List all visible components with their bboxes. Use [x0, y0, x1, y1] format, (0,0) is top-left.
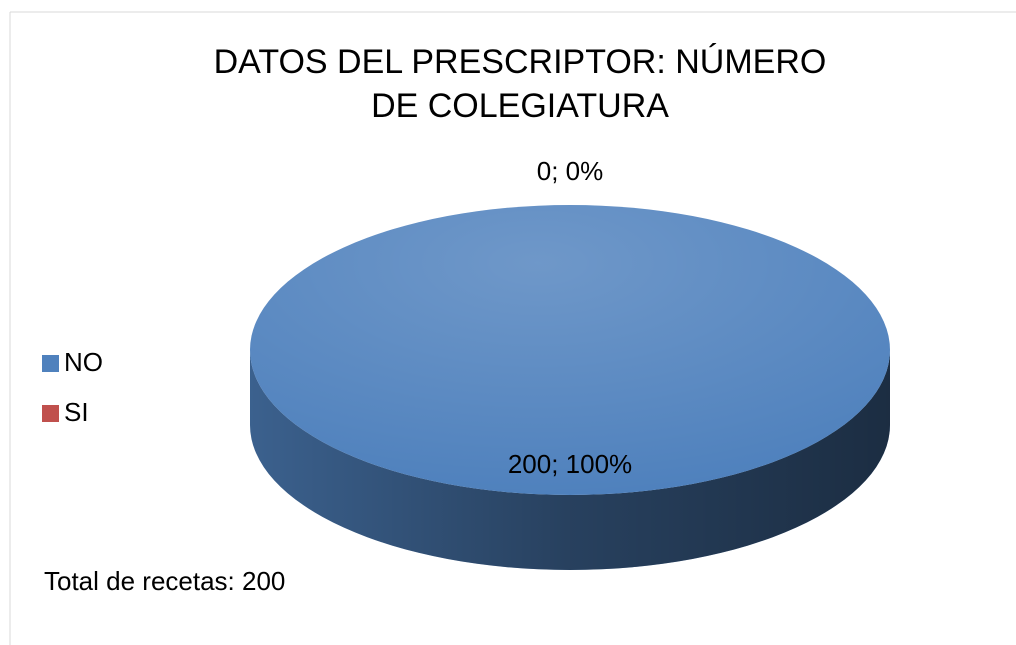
legend-label: SI [64, 397, 89, 427]
legend-swatch [42, 355, 59, 372]
legend-swatch [42, 405, 59, 422]
pie [250, 205, 890, 570]
data-label: 200; 100% [508, 449, 632, 479]
legend-label: NO [64, 347, 103, 377]
annotation: Total de recetas: 200 [44, 566, 285, 596]
data-label: 0; 0% [537, 156, 604, 186]
pie-side-shade [250, 350, 890, 570]
chart-title: DATOS DEL PRESCRIPTOR: NÚMERO DE COLEGIA… [213, 43, 827, 125]
pie-shine [250, 205, 890, 495]
